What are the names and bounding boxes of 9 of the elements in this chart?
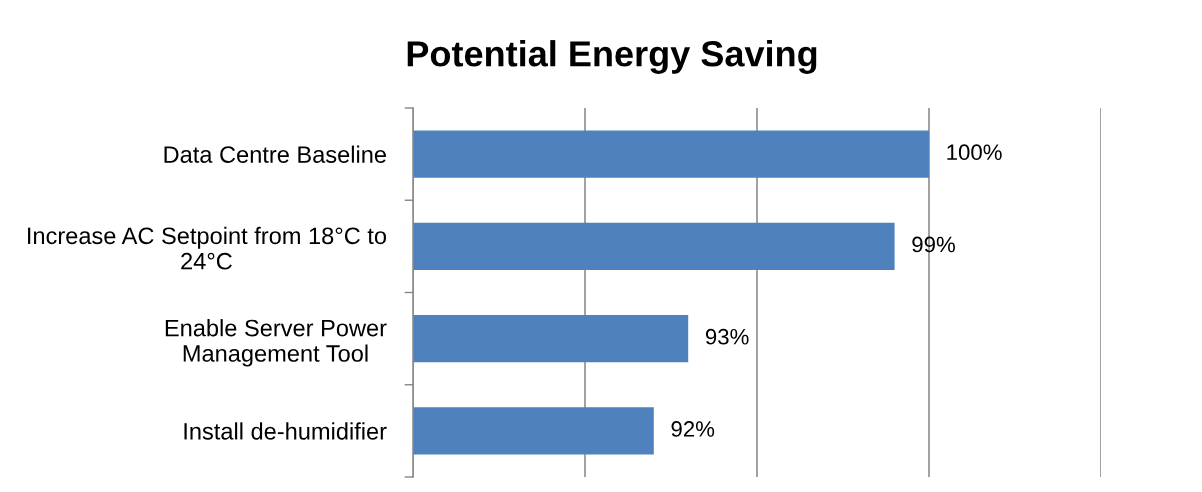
data-label: 93% (705, 328, 749, 345)
y-tick-label: Data Centre Baseline (164, 145, 386, 163)
data-label: 92% (671, 421, 715, 437)
data-label: 100% (947, 144, 1002, 161)
y-tick-label: Install de-humidifier (184, 422, 387, 440)
y-tick-label: Increase AC Setpoint from 18°C to 24°C (28, 226, 387, 270)
data-label: 99% (912, 236, 955, 253)
chart-title: Potential Energy Saving (407, 40, 817, 74)
y-tick-label: Enable Server Power Management Tool (165, 319, 387, 367)
